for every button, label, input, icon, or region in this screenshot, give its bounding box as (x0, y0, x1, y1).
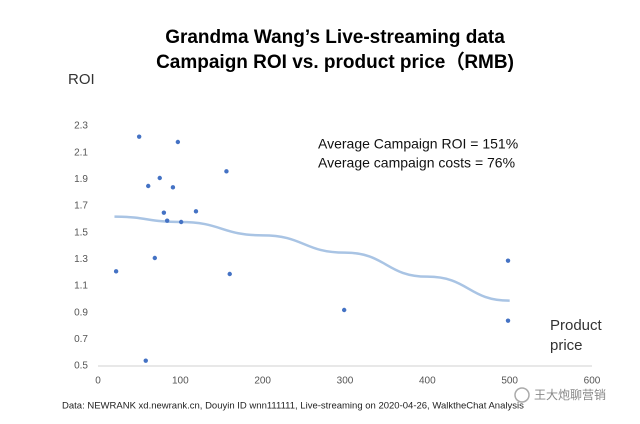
point (170, 185, 176, 190)
point (136, 134, 142, 139)
y-tick-label: 2.1 (74, 147, 88, 158)
watermark: 王大炮聊营销 (534, 388, 606, 402)
point (143, 358, 148, 363)
point (193, 209, 199, 214)
x-tick-label: 200 (254, 376, 271, 387)
y-tick-label: 0.5 (74, 361, 88, 372)
annotation: Average campaign costs = 76% (318, 155, 515, 171)
x-axis-label: Product price (550, 317, 602, 354)
x-tick-label: 0 (95, 376, 101, 387)
trendline (114, 215, 510, 302)
y-tick-label: 1.3 (74, 254, 88, 265)
point (146, 183, 151, 189)
point (152, 255, 158, 261)
watermark-icon (514, 387, 530, 403)
point (505, 258, 511, 263)
y-tick-label: 1.5 (74, 227, 88, 238)
x-tick-label: 400 (419, 376, 436, 387)
chart-title: Campaign ROI vs. product price（RMB) (156, 50, 514, 73)
y-tick-label: 1.7 (74, 201, 88, 212)
y-tick-label: 2.3 (74, 121, 88, 132)
x-tick-label: 600 (584, 376, 601, 387)
source-note: Data: NEWRANK xd.newrank.cn, Douyin ID w… (62, 401, 524, 412)
x-tick-label: 100 (172, 376, 189, 387)
point (505, 318, 511, 323)
annotation: Average Campaign ROI = 151% (318, 136, 518, 152)
x-tick-label: 500 (501, 376, 518, 387)
y-tick-label: 0.7 (74, 334, 88, 345)
point (175, 139, 181, 145)
y-tick-label: 0.9 (74, 307, 88, 318)
chart-title: Grandma Wang’s Live-streaming data (165, 27, 505, 48)
point (161, 210, 167, 215)
y-tick-label: 1.1 (74, 281, 88, 292)
y-tick-label: 1.9 (74, 174, 88, 185)
point (227, 271, 232, 277)
x-tick-label: 300 (337, 376, 354, 387)
point (164, 218, 170, 223)
point (113, 269, 119, 274)
point (178, 219, 184, 225)
point (224, 169, 229, 174)
y-axis-label: ROI (68, 71, 95, 88)
point (341, 307, 347, 313)
point (157, 175, 162, 181)
